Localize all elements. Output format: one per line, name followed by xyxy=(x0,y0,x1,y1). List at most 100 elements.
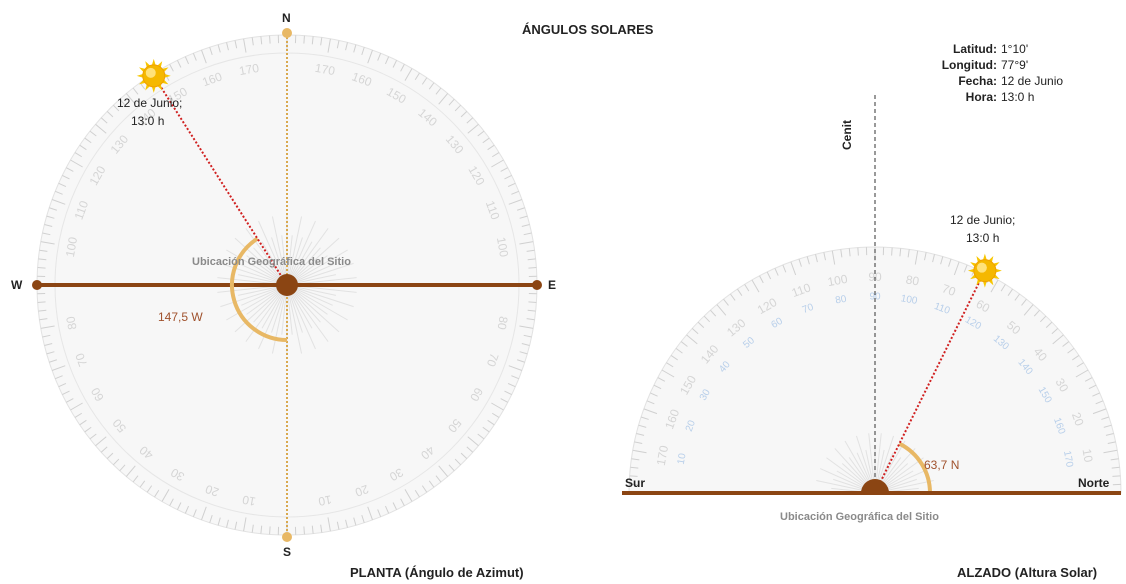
altitude-value-label: 63,7 N xyxy=(924,458,960,472)
sun-icon xyxy=(967,253,1002,288)
elevation-dial-tick xyxy=(914,250,919,265)
elevation-dial-tick xyxy=(1052,334,1064,345)
plan-dial-tick xyxy=(377,53,382,61)
plan-dial-tick xyxy=(74,412,83,418)
plan-dial-tick xyxy=(55,375,63,380)
plan-dial-tick xyxy=(70,402,83,411)
azimuth-sun-ray xyxy=(152,75,288,286)
elevation-dial-tick xyxy=(1084,377,1093,382)
plan-dial-tick xyxy=(384,505,390,514)
plan-starburst-ray xyxy=(271,284,288,354)
elevation-dial-tick xyxy=(716,304,727,316)
plan-dial-tick xyxy=(89,130,97,137)
plan-starburst-ray xyxy=(220,284,288,308)
south-label: S xyxy=(283,545,292,559)
plan-dial-tick xyxy=(311,36,314,45)
elevation-dial-tick xyxy=(636,433,645,436)
elevation-inner-number: 20 xyxy=(684,418,698,433)
plan-dial-tick xyxy=(234,521,238,530)
elevation-dial-tick xyxy=(963,264,968,273)
plan-dial-tick xyxy=(192,53,197,61)
plan-dial-tick xyxy=(345,42,348,51)
elevation-dial-tick xyxy=(643,408,658,415)
plan-dial-tick xyxy=(260,36,263,45)
plan-dial-tick xyxy=(477,130,485,137)
plan-dial-number: 160 xyxy=(200,69,224,89)
plan-dial-tick xyxy=(400,498,405,506)
plan-dial-tick xyxy=(51,365,66,371)
elevation-dial-tick xyxy=(744,284,750,292)
plan-dial-tick xyxy=(517,207,525,211)
plan-dial-number: 110 xyxy=(483,199,503,222)
elevation-dial-tick xyxy=(1062,341,1070,347)
sun-highlight xyxy=(976,262,987,273)
plan-dial-tick xyxy=(353,44,357,53)
elevation-inner-number: 60 xyxy=(770,316,786,331)
elevation-dial-tick xyxy=(1023,304,1034,316)
plan-dial-tick xyxy=(55,190,63,195)
elevation-inner-number: 10 xyxy=(676,452,689,465)
elevation-dial-tick xyxy=(1088,384,1097,390)
plan-dial-tick xyxy=(487,144,495,151)
elevation-dial-tick xyxy=(686,334,698,345)
plan-dial-tick xyxy=(414,72,420,81)
elevation-dial-tick xyxy=(630,466,639,469)
plan-dial-ticks xyxy=(37,35,537,535)
plan-dial-tick xyxy=(491,412,500,418)
elevation-dial-ticks xyxy=(629,247,1121,494)
plan-dial-number: 100 xyxy=(494,236,511,258)
plan-dial-tick xyxy=(508,199,523,205)
plan-dial-tick xyxy=(361,515,365,523)
elevation-dial-tick xyxy=(634,441,643,445)
elevation-dial-tick xyxy=(1000,284,1006,292)
plan-dial-tick xyxy=(74,152,83,158)
elevation-dial-tick xyxy=(1072,355,1080,361)
plan-dial-tick xyxy=(37,267,46,269)
elevation-dial-tick xyxy=(1075,369,1089,378)
elevation-dial-tick xyxy=(798,258,802,267)
plan-dial-tick xyxy=(46,215,55,219)
elevation-dial-tick xyxy=(657,377,666,382)
plan-starburst-ray xyxy=(286,249,348,286)
elevation-dial-tick xyxy=(774,268,779,276)
plan-dial-tick xyxy=(146,485,153,493)
plan-dial-tick xyxy=(507,182,516,188)
plan-dial-tick xyxy=(217,517,221,526)
plan-dial-tick xyxy=(519,325,534,329)
plan-dial-tick xyxy=(303,526,305,535)
plan-starburst-ray xyxy=(245,228,288,286)
elevation-dial-tick xyxy=(1092,408,1107,415)
north-marker xyxy=(282,28,292,38)
elevation-dial-tick xyxy=(661,369,675,378)
plan-dial-tick xyxy=(421,485,428,493)
elevation-dial-tick xyxy=(759,275,764,284)
plan-dial-tick xyxy=(508,365,523,371)
plan-dial-tick xyxy=(260,525,263,534)
plan-dial-tick xyxy=(460,452,468,460)
elevation-dial-tick xyxy=(703,315,711,323)
elevation-dial-tick xyxy=(823,252,827,261)
elevation-dial-tick xyxy=(990,279,999,293)
plan-dial-tick xyxy=(345,519,348,528)
elevation-inner-number: 170 xyxy=(1061,450,1075,469)
plan-dial-tick xyxy=(40,325,55,329)
plan-starburst-ray xyxy=(258,220,288,286)
plan-dial-tick xyxy=(507,382,516,388)
plan-dial-tick xyxy=(320,524,323,533)
elevation-site-label: Ubicación Geográfica del Sitio xyxy=(780,511,939,523)
plan-dial-tick xyxy=(269,35,271,44)
plan-dial-tick xyxy=(320,37,323,46)
plan-dial-tick xyxy=(527,258,536,261)
plan-starburst-ray xyxy=(286,228,329,286)
plan-dial-tick xyxy=(491,402,504,411)
plan-dial-tick xyxy=(466,446,474,453)
elevation-outer-number: 80 xyxy=(905,272,921,288)
elevation-dial-tick xyxy=(1076,362,1084,368)
plan-dial-tick xyxy=(526,249,535,252)
plan-dial-tick xyxy=(519,215,528,219)
plan-dial-tick xyxy=(500,167,508,172)
elevation-sun-label-date: 12 de Junio; xyxy=(950,213,1016,227)
plan-dial-tick xyxy=(226,519,229,528)
